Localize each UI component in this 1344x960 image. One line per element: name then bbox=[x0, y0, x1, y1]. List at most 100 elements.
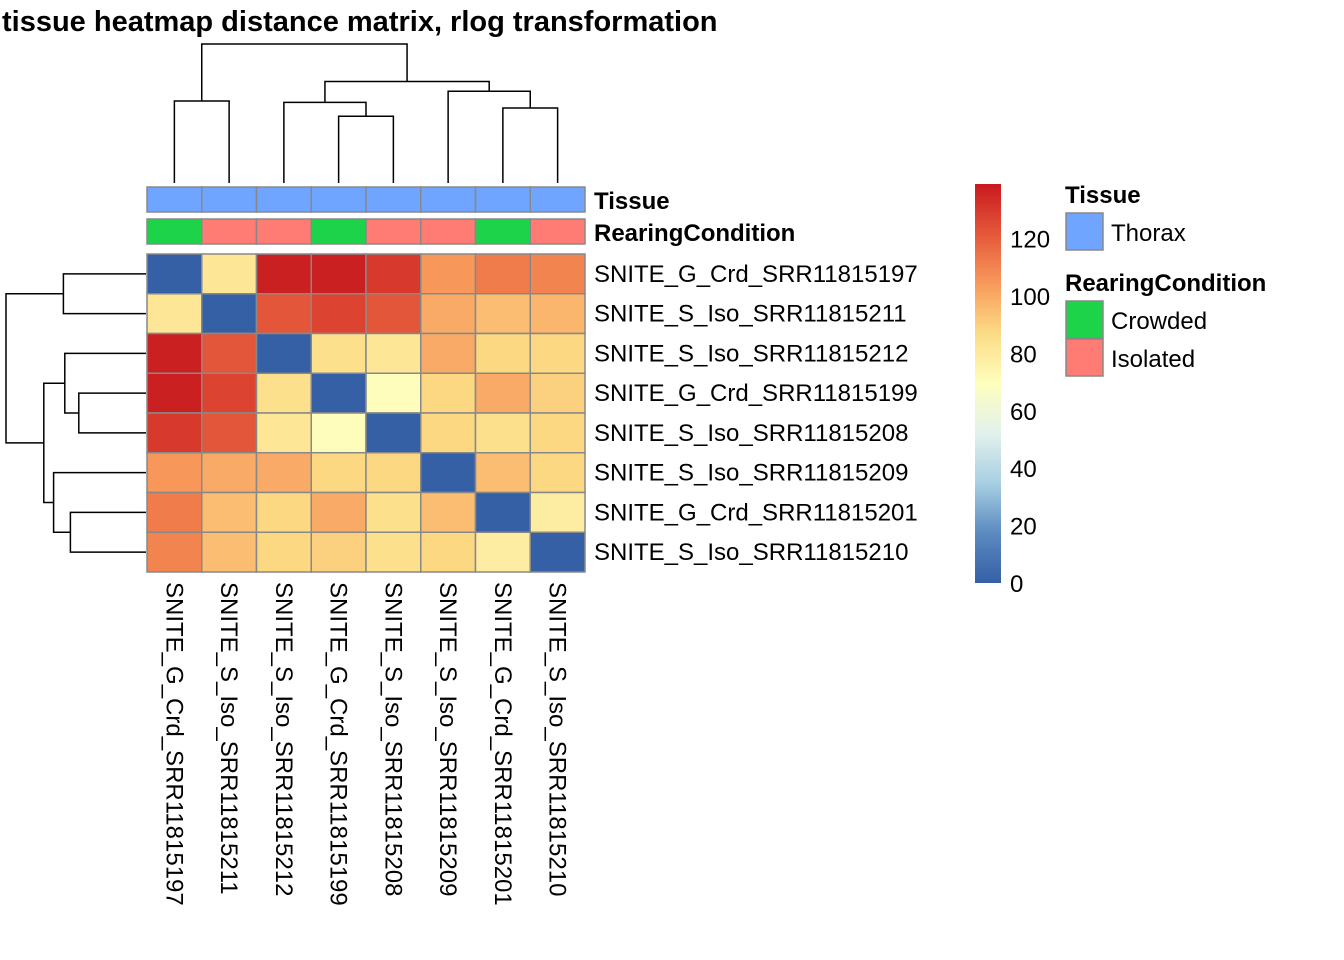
chart-title: tissue heatmap distance matrix, rlog tra… bbox=[2, 6, 718, 38]
annotation-cell bbox=[529, 186, 586, 213]
heatmap-cell bbox=[255, 491, 312, 533]
heatmap-cell bbox=[529, 332, 586, 374]
heatmap-cell bbox=[474, 491, 531, 533]
annotation-cell bbox=[255, 218, 312, 245]
heatmap-cell bbox=[255, 412, 312, 454]
heatmap-cell bbox=[201, 293, 258, 335]
heatmap-cell bbox=[201, 372, 258, 414]
heatmap-cell bbox=[529, 293, 586, 335]
heatmap-cell bbox=[420, 332, 477, 374]
dendrogram-branch bbox=[502, 107, 559, 183]
row-label: SNITE_S_Iso_SRR11815212 bbox=[594, 340, 908, 367]
color-bar-tick-label: 100 bbox=[1010, 284, 1050, 311]
heatmap-cell bbox=[201, 253, 258, 295]
legend-title: RearingCondition bbox=[1065, 270, 1266, 297]
annotation-cell bbox=[310, 218, 367, 245]
row-label: SNITE_S_Iso_SRR11815211 bbox=[594, 301, 907, 328]
heatmap-cell bbox=[146, 531, 203, 573]
heatmap-cell bbox=[365, 531, 422, 573]
row-label: SNITE_G_Crd_SRR11815199 bbox=[594, 380, 918, 407]
row-label: SNITE_G_Crd_SRR11815197 bbox=[594, 261, 918, 288]
annotation-track-label: RearingCondition bbox=[594, 220, 795, 247]
heatmap-cell bbox=[255, 253, 312, 295]
heatmap-cell bbox=[146, 412, 203, 454]
heatmap-cell bbox=[201, 452, 258, 494]
color-bar bbox=[975, 184, 1001, 583]
annotation-cell bbox=[420, 218, 477, 245]
heatmap-cell bbox=[529, 452, 586, 494]
dendrogram-branch bbox=[283, 101, 367, 183]
column-label: SNITE_G_Crd_SRR11815197 bbox=[160, 582, 187, 906]
heatmap-cell bbox=[146, 293, 203, 335]
dendrogram-branch bbox=[78, 392, 146, 434]
annotation-cell bbox=[201, 186, 258, 213]
annotation-cell bbox=[365, 218, 422, 245]
heatmap-cell bbox=[420, 372, 477, 414]
row-dendrogram bbox=[5, 273, 146, 553]
heatmap-cell bbox=[474, 412, 531, 454]
annotation-cell bbox=[255, 186, 312, 213]
heatmap-cell bbox=[529, 491, 586, 533]
legend-label: Isolated bbox=[1111, 346, 1195, 373]
heatmap-cell bbox=[310, 491, 367, 533]
heatmap-cell bbox=[474, 452, 531, 494]
dendrogram-branch bbox=[62, 273, 146, 315]
column-label: SNITE_S_Iso_SRR11815210 bbox=[544, 582, 571, 896]
color-scale-legend: 0 20 40 60 80 100 120 bbox=[975, 184, 1050, 598]
dendrogram-branch bbox=[201, 43, 408, 101]
heatmap-cell bbox=[255, 372, 312, 414]
heatmap-cell bbox=[310, 412, 367, 454]
column-label: SNITE_S_Iso_SRR11815209 bbox=[434, 582, 461, 896]
heatmap-cell bbox=[365, 372, 422, 414]
heatmap-cell bbox=[201, 412, 258, 454]
heatmap-cell bbox=[146, 452, 203, 494]
row-label: SNITE_S_Iso_SRR11815210 bbox=[594, 539, 908, 566]
dendrogram-branch bbox=[173, 100, 230, 183]
heatmap-cell bbox=[146, 332, 203, 374]
annotation-tracks: Tissue RearingCondition bbox=[146, 186, 795, 247]
heatmap-cell bbox=[201, 531, 258, 573]
annotation-cell bbox=[310, 186, 367, 213]
dendrogram-branch bbox=[447, 90, 531, 183]
row-label: SNITE_S_Iso_SRR11815208 bbox=[594, 420, 908, 447]
column-label: SNITE_G_Crd_SRR11815201 bbox=[489, 582, 516, 906]
dendrogram-branch bbox=[64, 352, 146, 414]
annotation-cell bbox=[420, 186, 477, 213]
heatmap-cell bbox=[255, 452, 312, 494]
heatmap-cell bbox=[529, 253, 586, 295]
heatmap-cell bbox=[310, 332, 367, 374]
row-label: SNITE_G_Crd_SRR11815201 bbox=[594, 499, 918, 526]
legend-label: Crowded bbox=[1111, 308, 1207, 335]
heatmap-cell bbox=[365, 253, 422, 295]
heatmap-cell bbox=[529, 531, 586, 573]
heatmap-cell bbox=[365, 332, 422, 374]
heatmap-cell bbox=[529, 412, 586, 454]
heatmap-cell bbox=[420, 452, 477, 494]
heatmap-cell bbox=[255, 531, 312, 573]
column-label: SNITE_S_Iso_SRR11815208 bbox=[379, 582, 406, 896]
annotation-track-label: Tissue bbox=[594, 188, 670, 215]
heatmap-cell bbox=[310, 253, 367, 295]
color-bar-tick-label: 0 bbox=[1010, 571, 1023, 598]
heatmap-cell bbox=[474, 372, 531, 414]
annotation-cell bbox=[474, 218, 531, 245]
annotation-cell bbox=[146, 186, 203, 213]
annotation-cell bbox=[365, 186, 422, 213]
color-bar-tick-label: 60 bbox=[1010, 399, 1037, 426]
heatmap-cell bbox=[474, 332, 531, 374]
heatmap-cells bbox=[146, 253, 586, 573]
heatmap-cell bbox=[146, 491, 203, 533]
annotation-cell bbox=[529, 218, 586, 245]
heatmap-cell bbox=[255, 293, 312, 335]
heatmap-cell bbox=[365, 412, 422, 454]
heatmap-cell bbox=[201, 332, 258, 374]
column-labels: SNITE_G_Crd_SRR11815197 SNITE_S_Iso_SRR11… bbox=[160, 582, 570, 906]
heatmap-cell bbox=[255, 332, 312, 374]
heatmap-cell bbox=[474, 253, 531, 295]
heatmap-cell bbox=[420, 531, 477, 573]
heatmap-cell bbox=[146, 372, 203, 414]
heatmap-cell bbox=[310, 372, 367, 414]
column-dendrogram bbox=[173, 43, 559, 183]
annotation-cell bbox=[146, 218, 203, 245]
